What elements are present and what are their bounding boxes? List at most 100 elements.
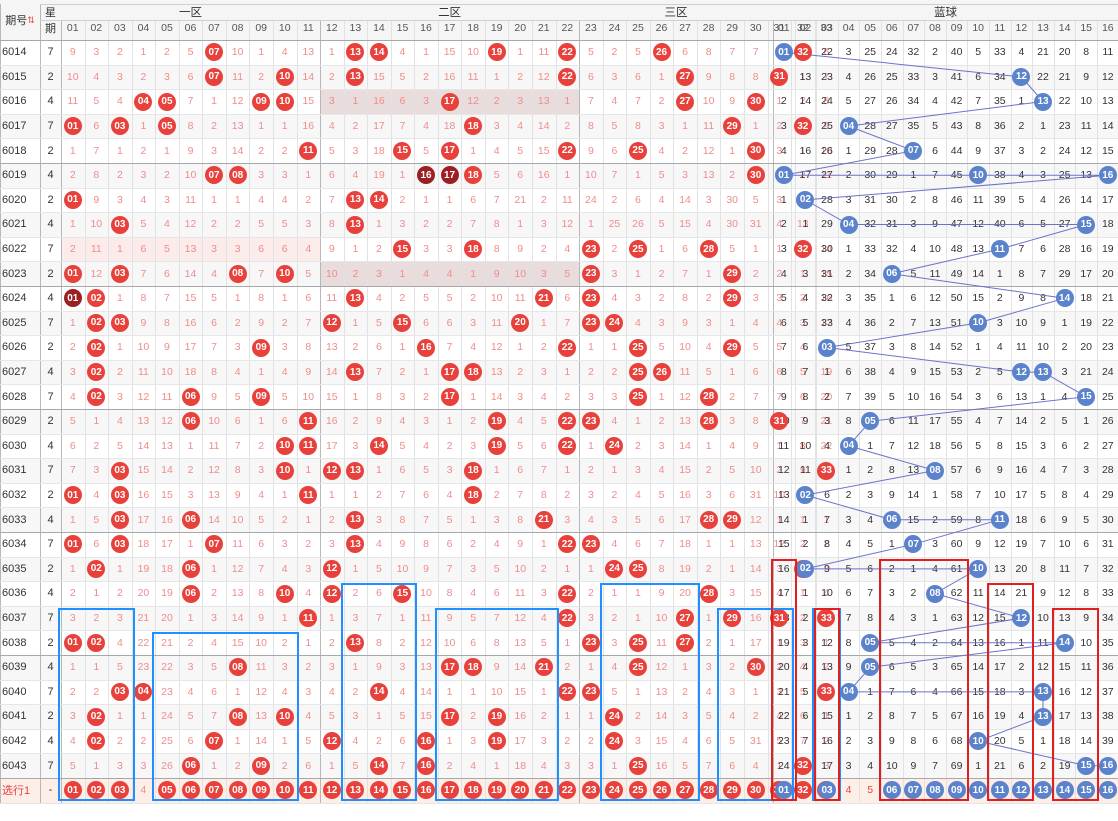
issue-number[interactable]: 6027 xyxy=(2,366,27,379)
red-ball: 12 xyxy=(322,559,341,578)
red-ball: 11 xyxy=(299,141,318,160)
issue-number[interactable]: 6042 xyxy=(2,735,27,748)
issue-number[interactable]: 6037 xyxy=(2,612,27,625)
blue-miss-count: 1 xyxy=(802,218,809,231)
red-miss-count: 5 xyxy=(375,316,382,329)
issue-number[interactable]: 6025 xyxy=(2,316,27,329)
red-miss-count: 9 xyxy=(164,341,170,354)
issue-number[interactable]: 6023 xyxy=(2,267,27,280)
red-miss-count: 2 xyxy=(352,415,359,428)
red-miss-count: 7 xyxy=(164,292,170,305)
sort-icon[interactable]: ⇅ xyxy=(27,14,35,25)
issue-number[interactable]: 6033 xyxy=(2,513,27,526)
issue-number[interactable]: 6018 xyxy=(2,144,27,157)
red-miss-count: 4 xyxy=(493,538,500,551)
red-miss-count: 8 xyxy=(258,292,265,305)
red-miss-count: 4 xyxy=(399,685,406,698)
red-miss-count: 9 xyxy=(328,243,335,256)
blue-ball: 10 xyxy=(969,559,988,578)
red-miss-count: 2 xyxy=(164,46,170,59)
red-miss-count: 7 xyxy=(752,46,759,59)
red-miss-count: 7 xyxy=(375,612,382,625)
red-miss-count: 6 xyxy=(399,464,406,477)
red-miss-count: 4 xyxy=(776,316,783,329)
red-miss-count: 11 xyxy=(491,316,503,329)
blue-miss-count: 6 xyxy=(1083,538,1090,551)
red-ball: 27 xyxy=(676,67,695,86)
red-miss-count: 10 xyxy=(396,562,409,575)
red-miss-count: 12 xyxy=(679,390,691,403)
issue-number[interactable]: 6014 xyxy=(2,46,27,59)
issue-number[interactable]: 6038 xyxy=(2,636,27,649)
issue-number[interactable]: 6034 xyxy=(2,538,27,551)
issue-number[interactable]: 6017 xyxy=(2,120,27,133)
blue-miss-count: 5 xyxy=(867,784,874,797)
issue-number[interactable]: 6024 xyxy=(2,292,27,305)
blue-miss-count: 16 xyxy=(929,390,941,403)
red-miss-count: 11 xyxy=(656,636,667,649)
red-miss-count: 12 xyxy=(255,685,267,698)
red-miss-count: 10 xyxy=(514,562,527,575)
red-miss-count: 6 xyxy=(587,70,594,83)
blue-miss-count: 30 xyxy=(1101,513,1114,526)
issue-number[interactable]: 6028 xyxy=(2,390,27,403)
issue-number[interactable]: 6041 xyxy=(2,710,27,723)
issue-number[interactable]: 6016 xyxy=(2,95,27,108)
issue-header[interactable]: 期号 ⇅ xyxy=(5,14,35,28)
issue-number[interactable]: 6030 xyxy=(2,439,27,452)
issue-number[interactable]: 6029 xyxy=(2,415,27,428)
red-miss-count: 2 xyxy=(375,243,382,256)
issue-number[interactable]: 6020 xyxy=(2,193,27,206)
red-miss-count: 2 xyxy=(611,366,618,379)
red-ball: 23 xyxy=(581,412,600,431)
issue-number[interactable]: 6019 xyxy=(2,169,27,182)
red-ball: 26 xyxy=(652,43,671,62)
red-miss-count: 3 xyxy=(635,464,641,477)
issue-number[interactable]: 6043 xyxy=(2,759,27,772)
issue-number[interactable]: 6015 xyxy=(2,70,27,83)
red-miss-count: 5 xyxy=(399,439,406,452)
issue-number[interactable]: 6040 xyxy=(2,685,27,698)
red-miss-count: 1 xyxy=(564,562,571,575)
red-ball: 16 xyxy=(417,732,436,751)
weekday-value: 4 xyxy=(47,587,54,600)
red-miss-count: 1 xyxy=(729,636,736,649)
red-ball: 12 xyxy=(322,781,341,800)
weekday-value: 2 xyxy=(47,415,54,428)
issue-number[interactable]: 6032 xyxy=(2,489,27,502)
red-miss-count: 9 xyxy=(446,612,453,625)
red-miss-count: 8 xyxy=(682,292,688,305)
blue-miss-count: 32 xyxy=(907,46,920,59)
red-miss-count: 15 xyxy=(231,636,244,649)
red-miss-count: 3 xyxy=(611,513,618,526)
red-miss-count: 2 xyxy=(635,710,641,723)
blue-miss-count: 8 xyxy=(867,612,874,625)
red-miss-count: 12 xyxy=(231,95,244,108)
red-miss-count: 10 xyxy=(773,489,786,502)
blue-miss-count: 1 xyxy=(845,464,852,477)
red-miss-count: 4 xyxy=(493,144,500,157)
issue-number[interactable]: 6026 xyxy=(2,341,27,354)
issue-number[interactable]: 6021 xyxy=(2,218,27,231)
red-miss-count: 8 xyxy=(587,120,594,133)
issue-number[interactable]: 6039 xyxy=(2,661,27,674)
red-ball: 21 xyxy=(534,510,553,529)
red-number-header: 27 xyxy=(679,22,691,34)
issue-number[interactable]: 6031 xyxy=(2,464,27,477)
issue-number[interactable]: 6036 xyxy=(2,587,27,600)
blue-miss-count: 36 xyxy=(1101,661,1114,674)
issue-number[interactable]: 选行1 xyxy=(2,785,31,798)
red-miss-count: 2 xyxy=(611,612,618,625)
red-ball: 01 xyxy=(63,535,82,554)
blue-miss-count: 20 xyxy=(1080,341,1093,354)
issue-number[interactable]: 6022 xyxy=(2,243,27,256)
issue-number[interactable]: 6035 xyxy=(2,562,27,575)
red-miss-count: 5 xyxy=(493,169,500,182)
red-miss-count: 1 xyxy=(69,513,76,526)
red-ball: 06 xyxy=(181,412,200,431)
weekday-value: 7 xyxy=(47,46,54,59)
red-miss-count: 15 xyxy=(325,390,338,403)
red-miss-count: 18 xyxy=(184,366,197,379)
red-miss-count: 2 xyxy=(470,710,477,723)
red-miss-count: 5 xyxy=(116,661,123,674)
